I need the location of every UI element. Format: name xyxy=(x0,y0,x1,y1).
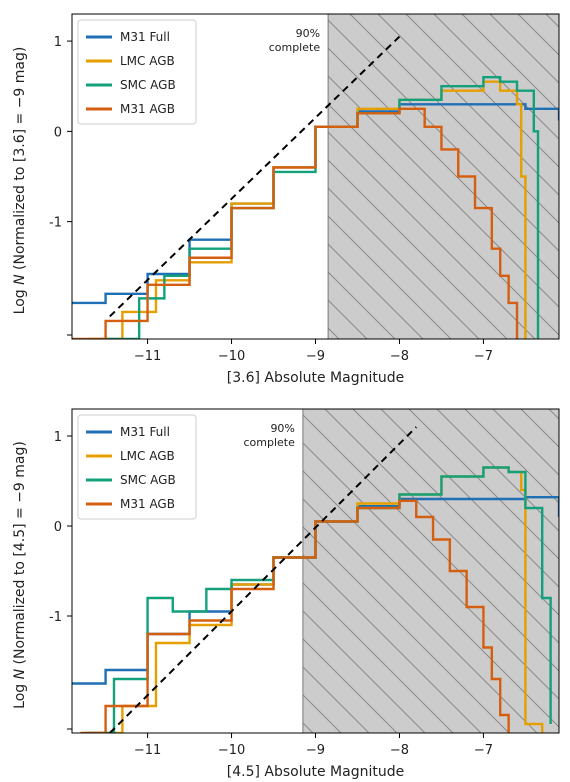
series-lmc-agb xyxy=(88,466,544,733)
y-axis-label-suffix: (Normalized to [4.5] = −9 mag) xyxy=(12,441,28,669)
histogram-panel-3-6: −11 −10 −9 −8 −7 1 0 -1 90% complete M31 Full L… xyxy=(12,13,560,386)
legend-frame xyxy=(77,414,197,520)
legend-entry-lmc-agb: LMC AGB xyxy=(120,449,175,463)
legend-entry-lmc-agb: LMC AGB xyxy=(120,54,175,68)
axes-4-5: −11 −10 −9 −8 −7 1 0 -1 xyxy=(49,408,560,758)
y-axis-label: Log N (Normalized to [4.5] = −9 mag) xyxy=(12,441,28,709)
x-tick-label: −9 xyxy=(306,743,325,758)
y-tick-label: 1 xyxy=(54,430,62,445)
legend-entry-m31-agb: M31 AGB xyxy=(120,102,175,116)
completeness-label-line1: 90% xyxy=(296,27,320,40)
completeness-label-line1: 90% xyxy=(270,422,294,435)
power-law-fit-line xyxy=(109,426,417,733)
x-axis-label: [4.5] Absolute Magnitude xyxy=(227,764,404,780)
plot-marks-3-6 xyxy=(72,35,559,339)
x-tick-label: −10 xyxy=(218,743,245,758)
y-axis-label-suffix: (Normalized to [3.6] = −9 mag) xyxy=(12,47,28,275)
x-tick-label: −9 xyxy=(306,349,325,364)
histogram-panel-4-5: −11 −10 −9 −8 −7 1 0 -1 90% complete M31 Full L… xyxy=(12,408,560,780)
x-tick-label: −7 xyxy=(474,743,493,758)
series-m31-agb xyxy=(80,499,510,733)
y-tick-label: -1 xyxy=(49,216,62,231)
legend-entry-smc-agb: SMC AGB xyxy=(120,473,176,487)
y-axis-label-prefix: Log xyxy=(12,285,28,314)
legend-entry-smc-agb: SMC AGB xyxy=(120,78,176,92)
x-tick-label: −11 xyxy=(134,349,161,364)
x-axis-label: [3.6] Absolute Magnitude xyxy=(227,370,404,386)
y-tick-label: 0 xyxy=(54,520,62,535)
incomplete-region-shade xyxy=(302,409,559,733)
legend-entry-m31-full: M31 Full xyxy=(120,30,170,44)
completeness-label-line2: complete xyxy=(269,41,321,54)
completeness-label-line2: complete xyxy=(244,436,296,449)
x-tick-label: −8 xyxy=(390,349,409,364)
y-tick-label: 1 xyxy=(54,35,62,50)
y-tick-label: 0 xyxy=(54,125,62,140)
series-lmc-agb xyxy=(88,80,527,339)
y-axis-label-prefix: Log xyxy=(12,679,28,708)
x-tick-label: −7 xyxy=(474,349,493,364)
series-m31-agb xyxy=(72,107,519,339)
y-axis-label-variable: N xyxy=(12,668,28,679)
axes-3-6: −11 −10 −9 −8 −7 1 0 -1 xyxy=(49,13,560,364)
legend-frame xyxy=(77,19,197,125)
y-tick-label: -1 xyxy=(49,610,62,625)
legend-entry-m31-full: M31 Full xyxy=(120,425,170,439)
x-tick-label: −8 xyxy=(390,743,409,758)
y-axis-label-variable: N xyxy=(12,274,28,285)
x-tick-label: −10 xyxy=(218,349,245,364)
legend-3-6: M31 Full LMC AGB SMC AGB M31 AGB xyxy=(77,19,197,125)
y-axis-label: Log N (Normalized to [3.6] = −9 mag) xyxy=(12,47,28,315)
legend-entry-m31-agb: M31 AGB xyxy=(120,497,175,511)
x-tick-label: −11 xyxy=(134,743,161,758)
plot-marks-4-5 xyxy=(72,426,559,733)
legend-4-5: M31 Full LMC AGB SMC AGB M31 AGB xyxy=(77,414,197,520)
